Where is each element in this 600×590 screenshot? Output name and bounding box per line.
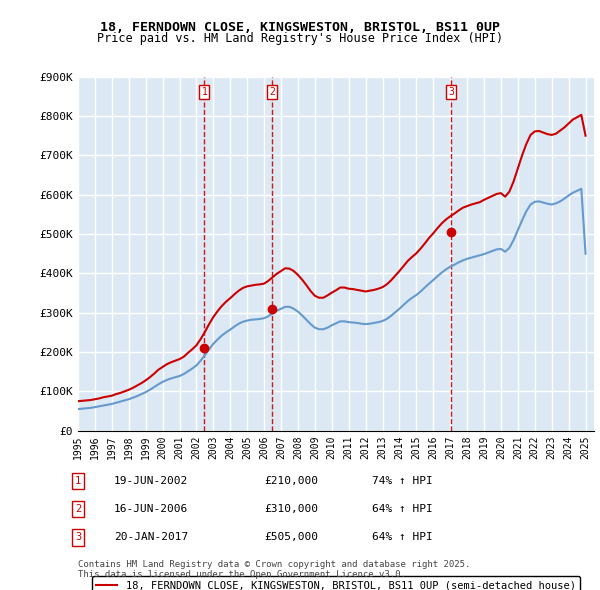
Text: 3: 3 [75,533,81,542]
Text: 64% ↑ HPI: 64% ↑ HPI [372,504,433,514]
Text: 2: 2 [269,87,275,97]
Text: 74% ↑ HPI: 74% ↑ HPI [372,476,433,486]
Text: 1: 1 [75,476,81,486]
Text: 3: 3 [448,87,454,97]
Text: 1: 1 [202,87,208,97]
Legend: 18, FERNDOWN CLOSE, KINGSWESTON, BRISTOL, BS11 0UP (semi-detached house), HPI: A: 18, FERNDOWN CLOSE, KINGSWESTON, BRISTOL… [92,576,580,590]
Text: Price paid vs. HM Land Registry's House Price Index (HPI): Price paid vs. HM Land Registry's House … [97,32,503,45]
Text: 2: 2 [75,504,81,514]
Text: £310,000: £310,000 [264,504,318,514]
Text: 20-JAN-2017: 20-JAN-2017 [114,533,188,542]
Text: 16-JUN-2006: 16-JUN-2006 [114,504,188,514]
Text: Contains HM Land Registry data © Crown copyright and database right 2025.
This d: Contains HM Land Registry data © Crown c… [78,560,470,579]
Text: 18, FERNDOWN CLOSE, KINGSWESTON, BRISTOL, BS11 0UP: 18, FERNDOWN CLOSE, KINGSWESTON, BRISTOL… [100,21,500,34]
Text: 19-JUN-2002: 19-JUN-2002 [114,476,188,486]
Text: £505,000: £505,000 [264,533,318,542]
Text: 64% ↑ HPI: 64% ↑ HPI [372,533,433,542]
Text: £210,000: £210,000 [264,476,318,486]
